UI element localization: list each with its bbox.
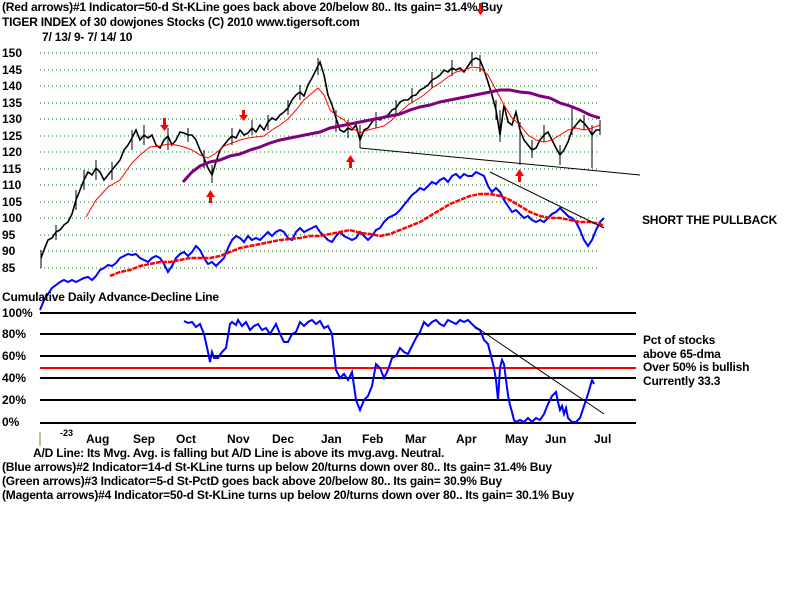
month-tick: Aug: [86, 432, 110, 446]
month-tick: May: [505, 432, 529, 446]
price-tick: 135: [2, 96, 23, 110]
month-tick: Nov: [227, 432, 250, 446]
ad-panel-title: Cumulative Daily Advance-Decline Line: [2, 290, 219, 304]
indicator-4-text: (Magenta arrows)#4 Indicator=50-d St-KLi…: [2, 488, 574, 502]
indicator-1-text: (Red arrows)#1 Indicator=50-d St-KLine g…: [2, 0, 503, 14]
pct-tick: 100%: [2, 306, 33, 320]
price-tick: 105: [2, 195, 23, 209]
date-range: 7/ 13/ 9- 7/ 14/ 10: [42, 30, 133, 44]
pct-line: [183, 317, 595, 424]
indicator-3-text: (Green arrows)#3 Indicator=5-d St-PctD g…: [2, 474, 502, 488]
stray-label: -23: [60, 428, 74, 438]
month-tick: Oct: [176, 432, 197, 446]
buy-arrows: [206, 155, 524, 203]
price-bars: [40, 57, 600, 259]
down-arrow-icon: [239, 110, 248, 121]
month-tick: Feb: [362, 432, 384, 446]
price-tick: 125: [2, 129, 23, 143]
price-tick: 120: [2, 145, 23, 159]
price-tick: 110: [2, 178, 22, 192]
sell-arrows: [160, 3, 485, 131]
ad-status-text: A/D Line: Its Mvg. Avg. is falling but A…: [33, 446, 445, 460]
up-arrow-icon: [515, 169, 524, 182]
price-tick: 115: [2, 162, 22, 176]
pct-label-2: above 65-dma: [643, 347, 721, 361]
month-tick: Sep: [133, 432, 156, 446]
price-tick: 145: [2, 63, 23, 77]
ad-line: [39, 170, 605, 311]
price-tick: 140: [2, 79, 23, 93]
pct-tick: 40%: [2, 371, 27, 385]
price-tick: 90: [2, 244, 16, 258]
price-grid: [40, 52, 600, 269]
pct-label-3: Over 50% is bullish: [643, 360, 750, 374]
month-tick: Jul: [594, 432, 612, 446]
down-arrow-icon: [160, 118, 169, 131]
pct-tick: 80%: [2, 327, 27, 341]
month-tick: Dec: [272, 432, 295, 446]
down-arrow-icon: [476, 3, 485, 15]
price-tick: 85: [2, 261, 16, 275]
month-tick: Mar: [405, 432, 427, 446]
pct-label-1: Pct of stocks: [643, 333, 716, 347]
month-tick: Jan: [321, 432, 342, 446]
up-arrow-icon: [206, 190, 215, 203]
pct-tick: 60%: [2, 349, 27, 363]
price-tick: 150: [2, 46, 23, 60]
pct-tick: 20%: [2, 393, 27, 407]
ad-downtrend-line: [489, 171, 605, 229]
price-bar-ticks: [40, 52, 601, 268]
price-tick: 95: [2, 228, 16, 242]
indicator-2-text: (Blue arrows)#2 Indicator=14-d St-KLine …: [2, 460, 552, 474]
pct-grid: [40, 312, 636, 424]
price-ma-long: [181, 88, 601, 184]
price-tick: 100: [2, 211, 23, 225]
ad-ma: [109, 192, 605, 278]
chart-title: TIGER INDEX of 30 dowjones Stocks (C) 20…: [2, 15, 360, 29]
short-pullback-annotation: SHORT THE PULLBACK: [642, 213, 778, 227]
up-arrow-icon: [346, 155, 355, 168]
pct-tick: 0%: [2, 415, 20, 429]
month-tick: Apr: [456, 432, 477, 446]
pct-downtrend-line: [475, 326, 605, 415]
price-tick: 130: [2, 112, 23, 126]
support-trendline: [359, 147, 641, 176]
month-tick: Jun: [545, 432, 567, 446]
pct-label-4: Currently 33.3: [643, 374, 721, 388]
